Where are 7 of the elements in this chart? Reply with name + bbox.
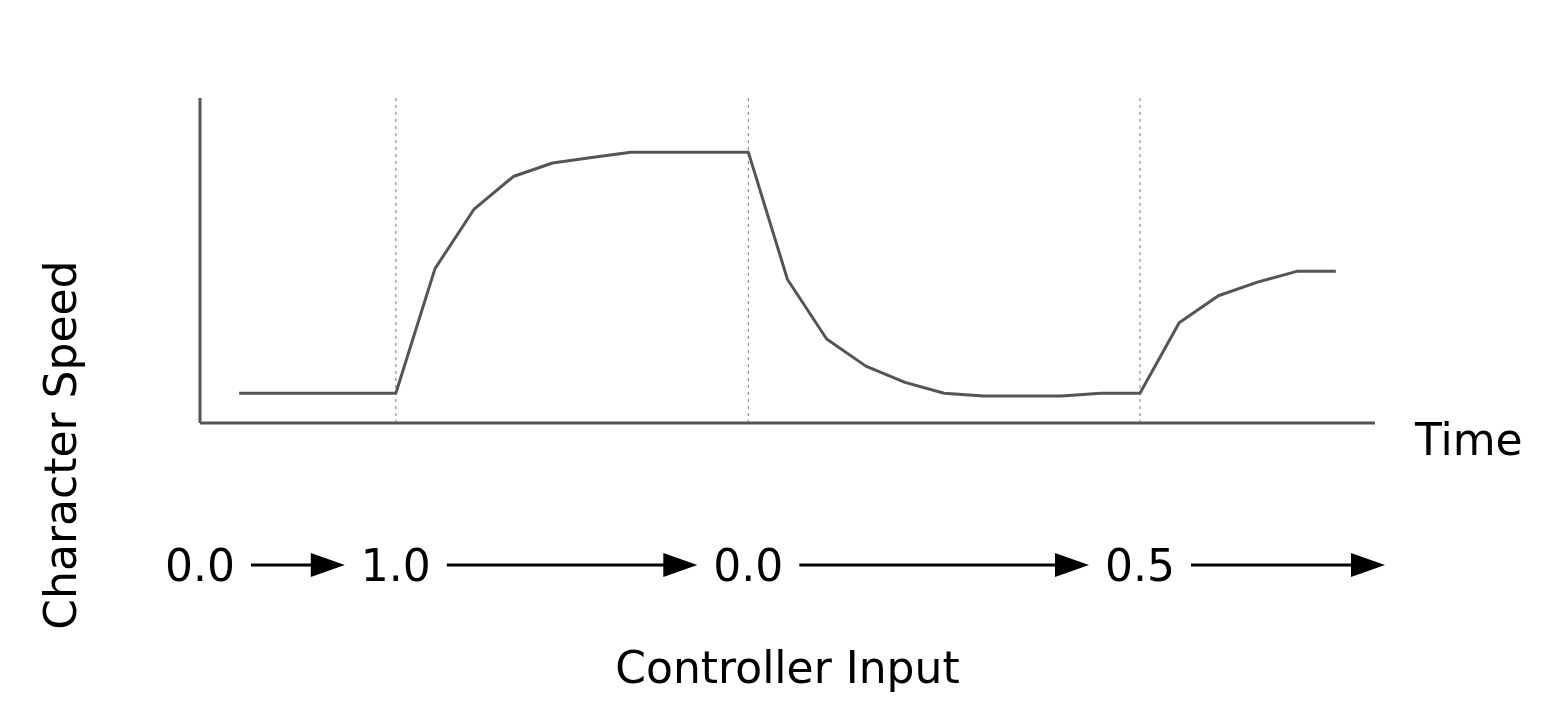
y-axis-title: Character Speed bbox=[34, 260, 86, 630]
text: Time bbox=[1414, 414, 1523, 465]
x-tick-label: 1.0 bbox=[360, 540, 431, 591]
x-axis-title: Controller Input bbox=[615, 642, 960, 693]
x-tick-label: 0.5 bbox=[1105, 540, 1175, 591]
x-tick-label: 0.0 bbox=[165, 540, 235, 591]
x-tick-label: 0.0 bbox=[713, 540, 784, 591]
